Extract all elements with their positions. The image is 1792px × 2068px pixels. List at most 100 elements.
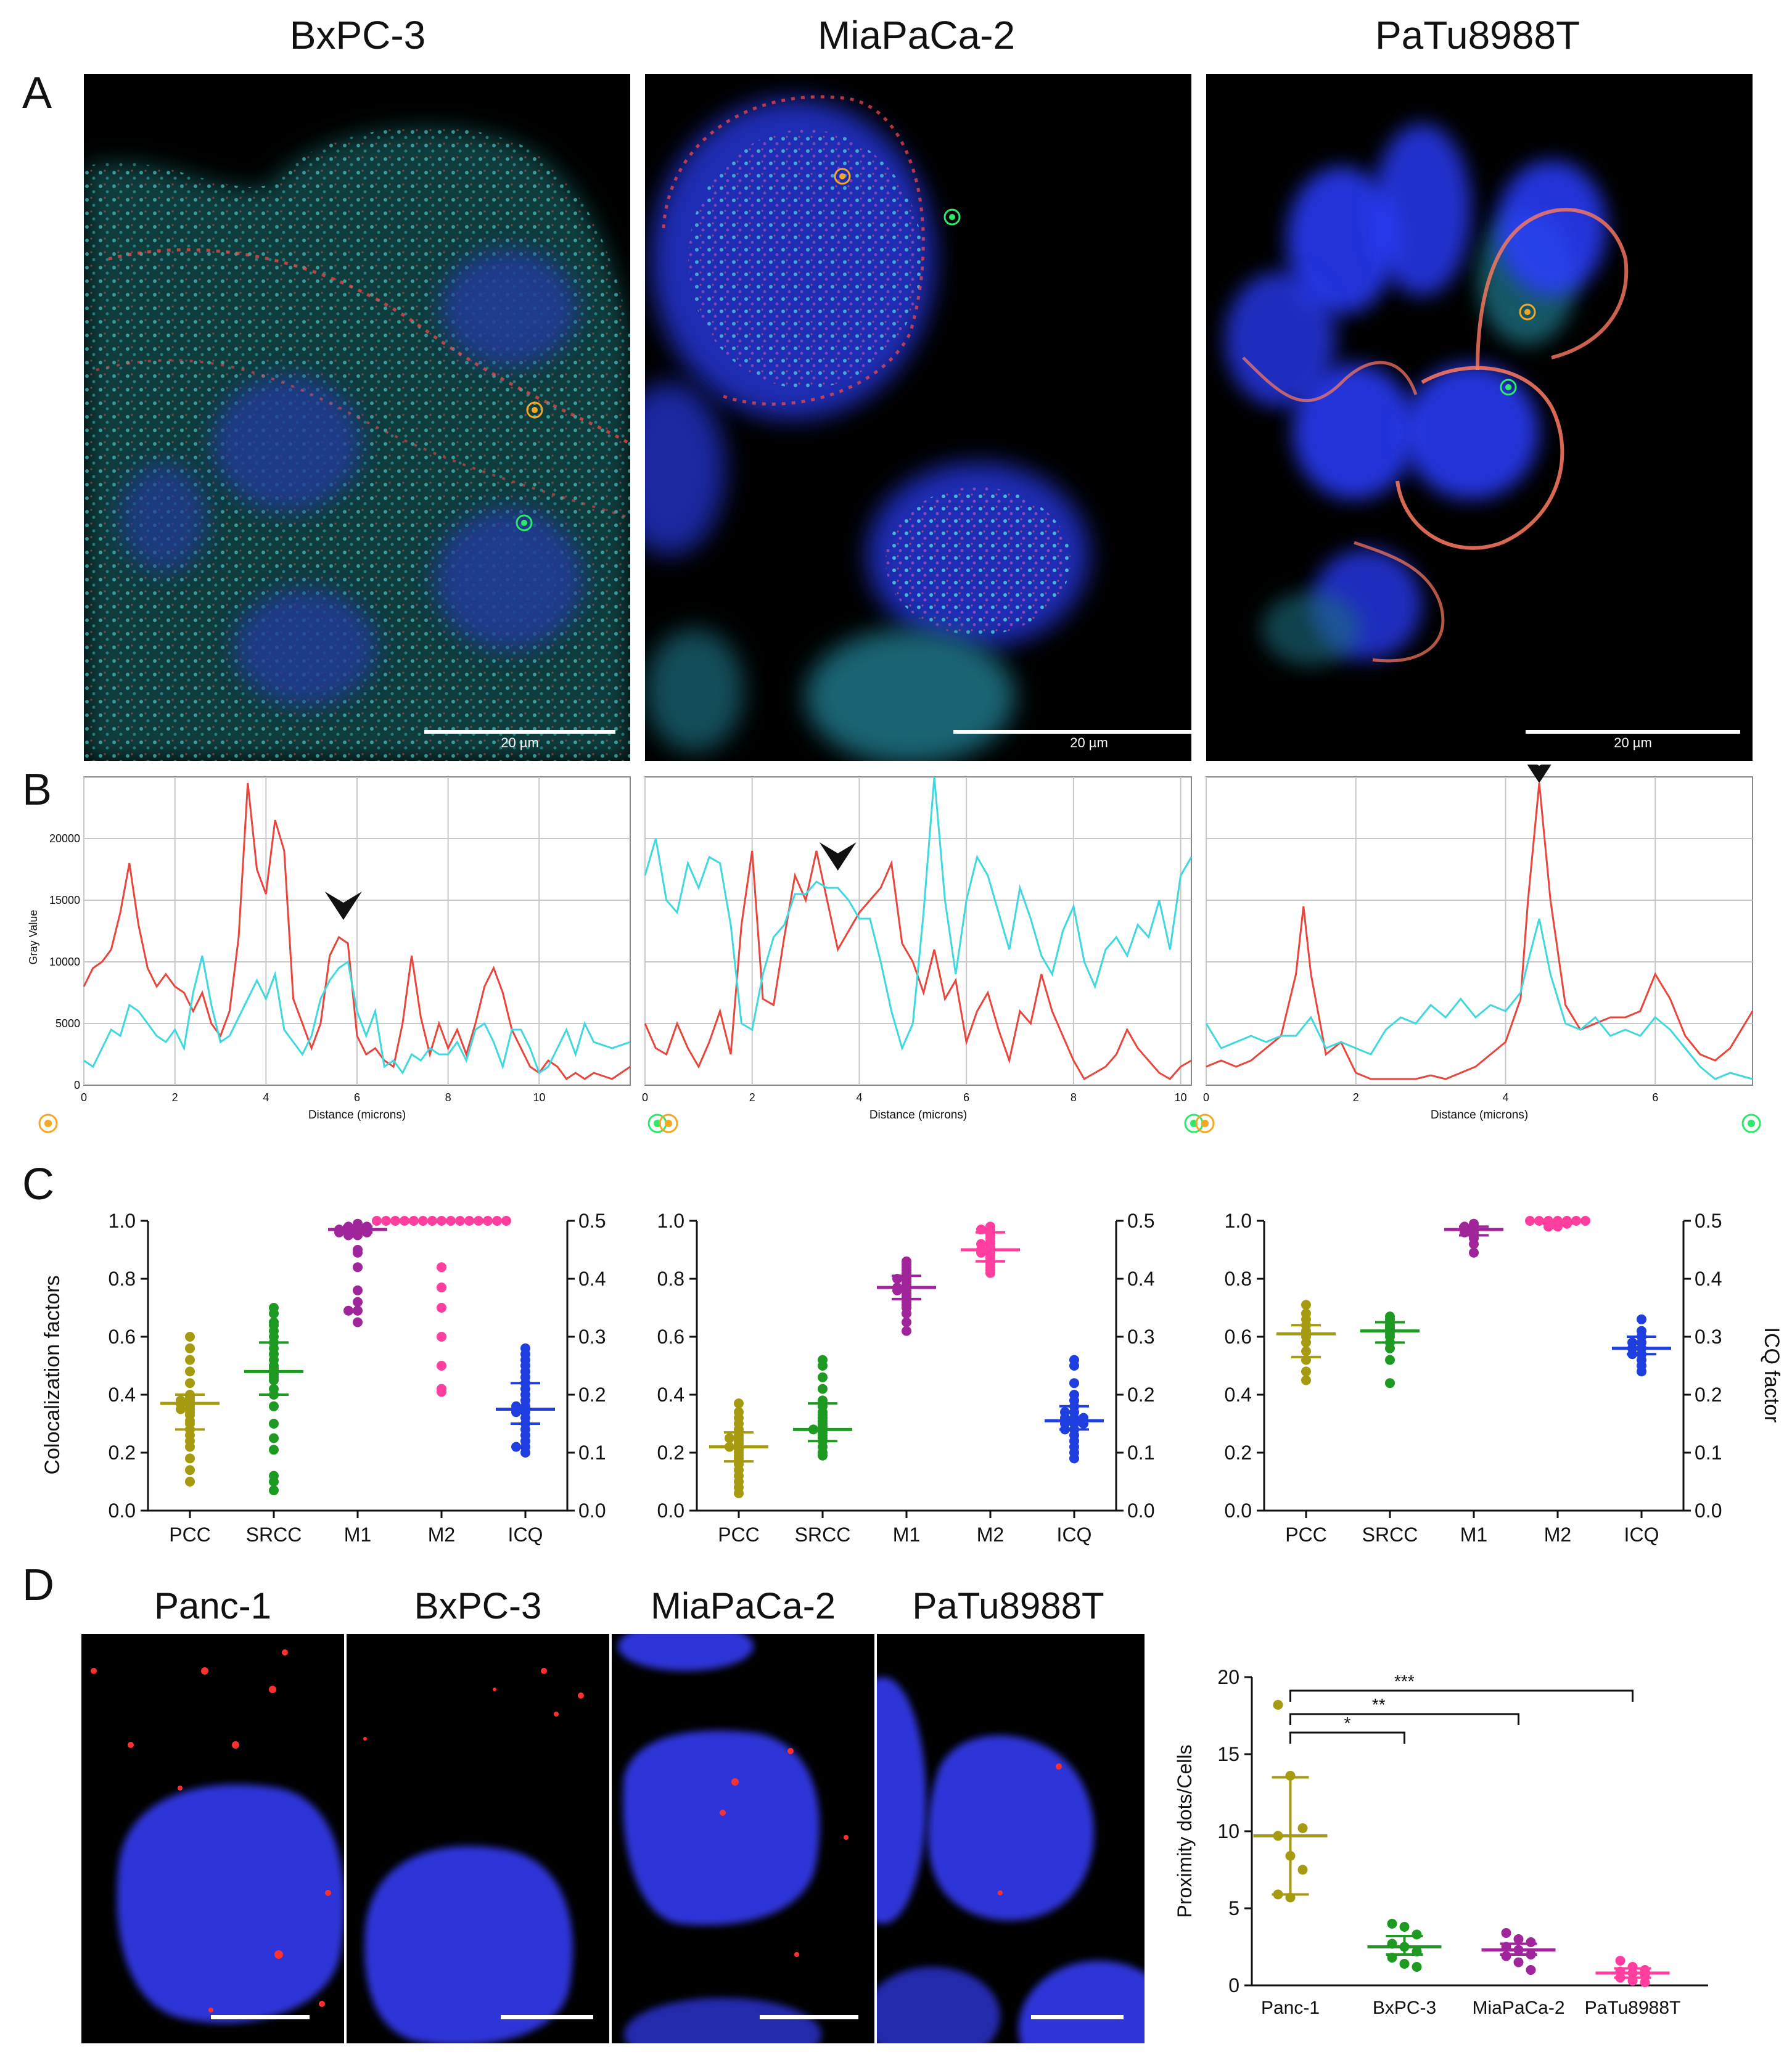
left-tick-label: 0.4 — [1225, 1384, 1252, 1406]
pla-image-bxpc3 — [347, 1634, 609, 2043]
arrowhead-marker — [324, 892, 362, 920]
data-point-m2 — [474, 1216, 483, 1226]
data-point-m2 — [501, 1216, 511, 1226]
significance-bracket — [1289, 1713, 1519, 1725]
x-tick-label: 0 — [81, 1091, 87, 1104]
category-label: M2 — [1544, 1524, 1571, 1546]
significance-bracket — [1289, 1689, 1634, 1702]
plot-frame — [644, 776, 1192, 1086]
data-point-m1 — [353, 1285, 363, 1295]
y-axis-label: Gray Value — [27, 910, 39, 965]
category-label: MiaPaCa-2 — [1472, 1998, 1564, 2018]
right-tick-label: 0.0 — [578, 1500, 606, 1522]
category-label: ICQ — [1057, 1524, 1092, 1546]
left-tick-label: 0.2 — [657, 1442, 684, 1464]
x-tick-label: 8 — [445, 1091, 451, 1104]
data-point-m2 — [437, 1361, 446, 1371]
profile-line-cyan — [1205, 918, 1753, 1080]
x-tick-label: 6 — [354, 1091, 360, 1104]
left-tick-label: 1.0 — [657, 1210, 684, 1232]
data-point-srcc — [1385, 1355, 1395, 1365]
profile-line-cyan — [83, 955, 631, 1075]
panel-label-b: B — [22, 765, 52, 814]
data-point-m2 — [381, 1216, 391, 1226]
data-point — [1297, 1865, 1308, 1875]
x-tick-label: 4 — [263, 1091, 269, 1104]
y-tick-label: 10000 — [49, 956, 80, 968]
data-point-m1 — [1469, 1239, 1479, 1249]
data-point-srcc — [818, 1450, 828, 1461]
data-point-pcc — [1301, 1300, 1311, 1310]
right-tick-label: 0.1 — [1127, 1442, 1154, 1464]
data-point-m1 — [902, 1308, 911, 1319]
data-point — [1513, 1934, 1524, 1944]
data-point-srcc — [269, 1477, 279, 1487]
data-point — [1399, 1959, 1410, 1969]
data-point-m2 — [437, 1262, 446, 1273]
data-point-icq — [1637, 1314, 1646, 1324]
data-point-m2 — [437, 1332, 446, 1342]
x-tick-label: 4 — [856, 1091, 862, 1104]
data-point-icq — [511, 1442, 521, 1452]
y-tick-label: 20 — [1217, 1666, 1239, 1688]
data-point-m2 — [437, 1282, 446, 1293]
data-point-icq — [1069, 1378, 1079, 1389]
left-tick-label: 0.8 — [657, 1268, 684, 1290]
data-point-icq — [520, 1448, 530, 1458]
data-point-srcc — [1385, 1343, 1395, 1353]
data-point-pcc — [185, 1332, 195, 1342]
left-tick-label: 0.6 — [1225, 1326, 1252, 1348]
left-tick-label: 0.0 — [109, 1500, 136, 1522]
x-tick-label: 10 — [533, 1091, 545, 1104]
right-tick-label: 0.4 — [1695, 1268, 1722, 1290]
left-tick-label: 1.0 — [1225, 1210, 1252, 1232]
d-title-panc1: Panc-1 — [154, 1585, 272, 1627]
start-marker-dot — [44, 1120, 52, 1127]
category-label: M1 — [1460, 1524, 1487, 1546]
plot-frame — [1206, 776, 1753, 1086]
data-point — [1526, 1937, 1536, 1947]
category-label: M2 — [428, 1524, 455, 1546]
data-point — [1615, 1956, 1626, 1966]
data-point-m1 — [353, 1262, 363, 1273]
data-point — [1501, 1951, 1511, 1961]
start-marker — [38, 1114, 58, 1133]
arrowhead-marker — [1527, 765, 1552, 783]
y-tick-label: 15000 — [49, 894, 80, 906]
significance-star: ** — [1372, 1695, 1386, 1714]
data-point — [1399, 1922, 1410, 1932]
data-point — [1640, 1977, 1650, 1987]
data-point — [1297, 1823, 1308, 1833]
data-point-srcc — [818, 1384, 828, 1394]
data-point — [1526, 1965, 1536, 1975]
left-tick-label: 0.2 — [1225, 1442, 1252, 1464]
profile-chart-3: 0 2 4 6 Distance (microns) — [1203, 765, 1761, 1133]
end-marker-orange — [659, 1114, 678, 1133]
category-label: M1 — [344, 1524, 371, 1546]
data-point-m1 — [343, 1305, 353, 1316]
data-point-pcc — [185, 1453, 195, 1464]
d-title-patu8988t: PaTu8988T — [912, 1585, 1104, 1627]
data-point-pcc — [176, 1404, 186, 1414]
profile-line-cyan — [644, 776, 1193, 1051]
significance-star: *** — [1394, 1672, 1415, 1691]
right-tick-label: 0.4 — [578, 1268, 606, 1290]
data-point-pcc — [185, 1343, 195, 1353]
data-point-pcc — [734, 1398, 744, 1409]
data-point — [1273, 1700, 1283, 1710]
colocalization-plots: 0.0 0.2 0.4 0.6 0.8 1.0 0.0 0.1 0.2 0.3 0.4 0.5 PCC S… — [41, 1210, 1783, 1546]
y-axis-label: Proximity dots/Cells — [1173, 1745, 1196, 1918]
micrograph-miapaca2: 20 µm — [645, 74, 1191, 761]
y-tick-label: 20000 — [49, 832, 80, 845]
x-axis-label: Distance (microns) — [308, 1109, 406, 1122]
coloc-plot-2: 0.0 0.2 0.4 0.6 0.8 1.0 0.0 0.1 0.2 0.3 0.4 0.5 PCC S… — [657, 1210, 1155, 1546]
data-point-m1 — [902, 1317, 911, 1327]
x-tick-label: 6 — [1652, 1091, 1658, 1104]
data-point-pcc — [185, 1355, 195, 1365]
right-tick-label: 0.5 — [1127, 1210, 1154, 1232]
data-point-pcc — [185, 1477, 195, 1487]
data-point — [1513, 1957, 1524, 1967]
x-tick-label: 4 — [1502, 1091, 1508, 1104]
left-tick-label: 0.4 — [657, 1384, 684, 1406]
